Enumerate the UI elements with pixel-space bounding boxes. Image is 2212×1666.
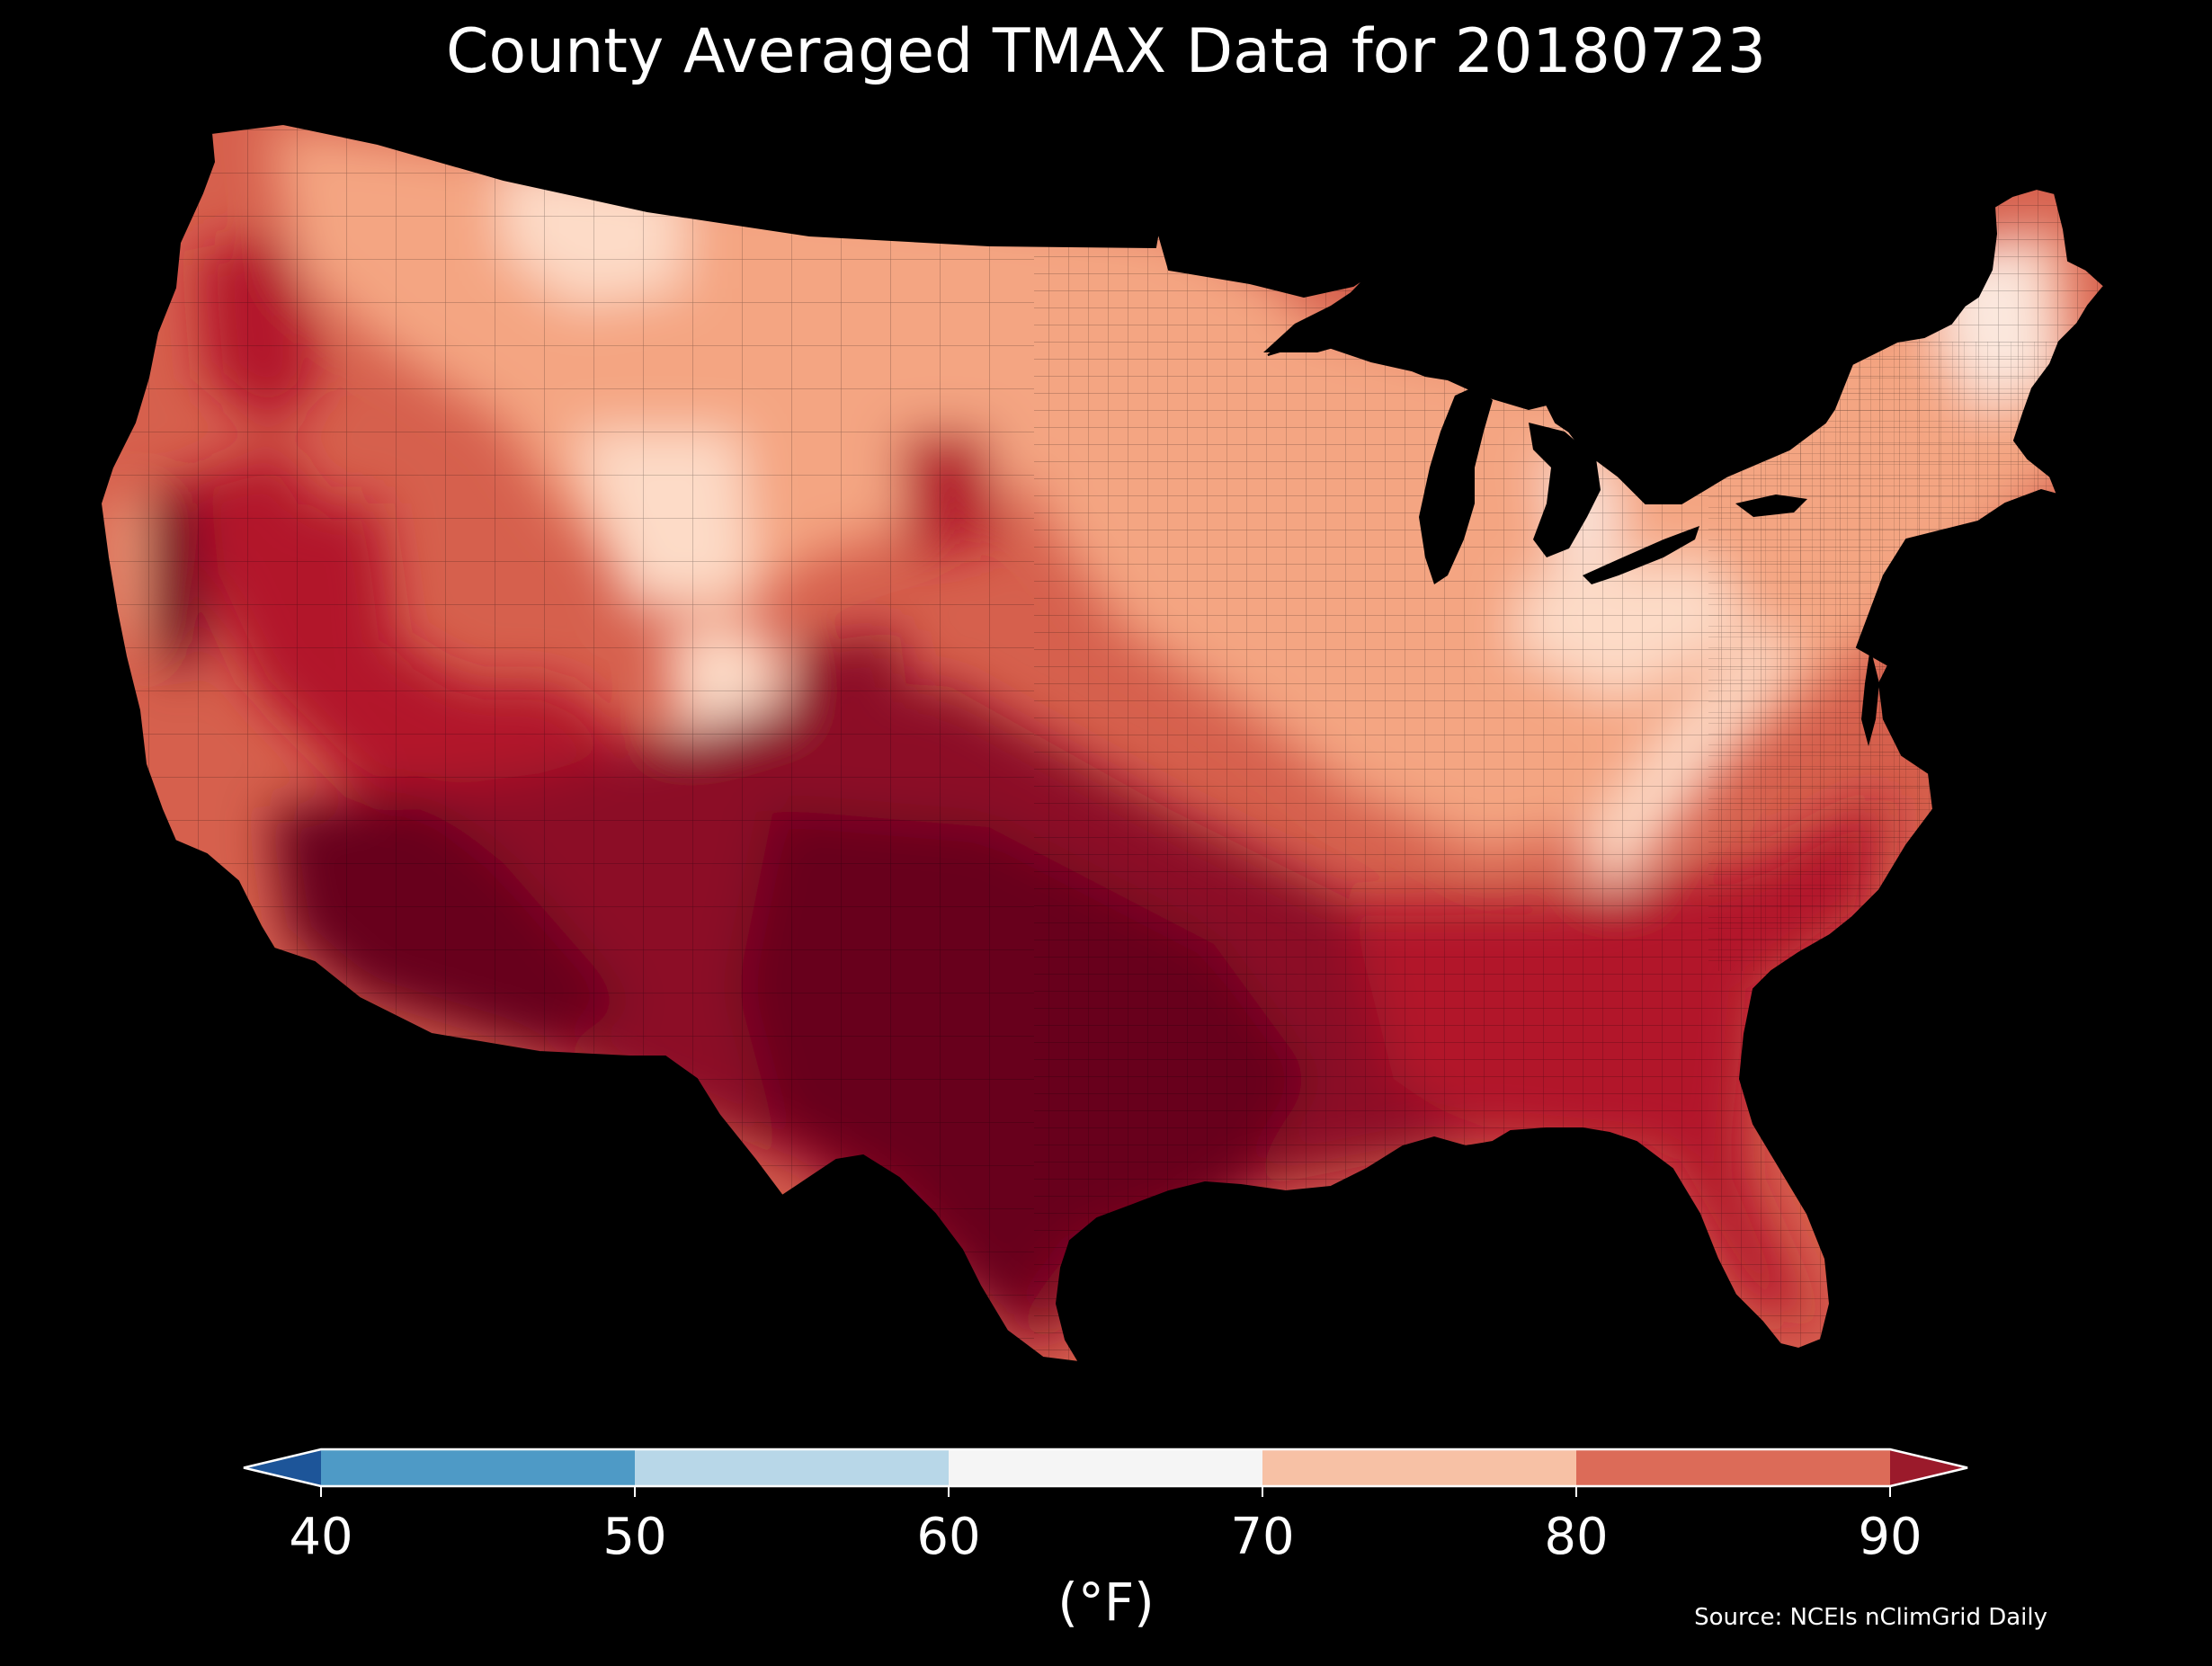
great-lakes — [1263, 279, 1879, 746]
colorbar-tick-label: 70 — [1230, 1508, 1294, 1566]
colorbar-tick-label: 50 — [602, 1508, 666, 1566]
colorbar-bin-40-50 — [321, 1449, 635, 1486]
colorbar-bin-60-70 — [949, 1449, 1262, 1486]
colorbar-tick-label: 90 — [1858, 1508, 1922, 1566]
colorbar-units-label: (°F) — [1057, 1572, 1155, 1633]
map-title: County Averaged TMAX Data for 20180723 — [446, 16, 1766, 87]
colorbar-tick-label: 60 — [916, 1508, 980, 1566]
chesapeake-bay — [1861, 647, 1879, 746]
lake-erie — [1583, 526, 1699, 584]
colorbar-bin-80-90 — [1576, 1449, 1890, 1486]
lake-michigan — [1419, 387, 1493, 584]
colorbar-tick-label: 80 — [1544, 1508, 1608, 1566]
source-attribution: Source: NCEIs nClimGrid Daily — [1694, 1604, 2047, 1631]
colorbar-bin-50-60 — [635, 1449, 949, 1486]
lake-ontario — [1735, 494, 1807, 517]
colorbar-extend-high — [1890, 1449, 1967, 1486]
colorbar-bin-70-80 — [1262, 1449, 1576, 1486]
lake-superior — [1263, 279, 1430, 352]
colorbar-tick-label: 40 — [289, 1508, 352, 1566]
lake-huron — [1529, 423, 1601, 557]
colorbar-extend-low — [244, 1449, 321, 1486]
